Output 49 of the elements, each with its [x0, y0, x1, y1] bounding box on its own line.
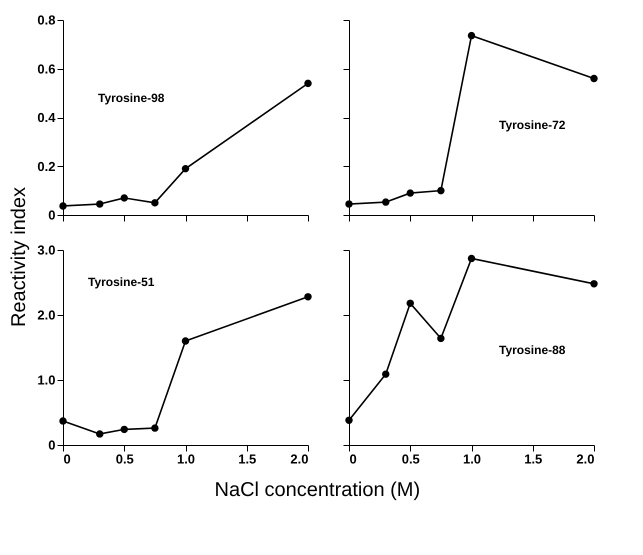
x-tick-label: 1.5	[238, 452, 256, 466]
point	[59, 417, 67, 425]
text: Tyrosine-88	[499, 343, 566, 357]
y-axis-title: Reactivity index	[8, 186, 30, 328]
y-tick-label: 0.8	[37, 12, 56, 28]
x-tick-label: 1.0	[462, 452, 482, 466]
y-tick-label: 0.6	[37, 61, 56, 76]
y-tick-label: 0.2	[37, 158, 56, 174]
x-tick-label: 2.0	[576, 452, 594, 466]
point	[182, 337, 190, 345]
point	[437, 334, 445, 342]
x-tick-label: 0	[64, 452, 71, 466]
y-tick-label: 0	[48, 438, 56, 452]
point	[468, 254, 476, 262]
y-tick-label: 3.0	[37, 242, 56, 258]
point	[304, 80, 312, 88]
y-tick-label: 0	[48, 208, 56, 222]
point	[406, 300, 414, 307]
point	[182, 164, 190, 172]
point	[590, 74, 598, 82]
x-axis-title: NaCl concentration (M)	[214, 479, 420, 501]
point	[96, 430, 104, 438]
point	[382, 370, 390, 378]
point	[345, 416, 353, 424]
x-tick-label: 1.5	[524, 452, 542, 466]
point	[151, 199, 159, 207]
y-tick-label: 1.0	[37, 372, 56, 388]
point	[437, 186, 445, 194]
x-tick-label: 0	[350, 452, 357, 466]
point	[120, 426, 128, 434]
text: Tyrosine-72	[499, 118, 566, 132]
text: Tyrosine-98	[98, 91, 165, 105]
x-tick-label: 1.0	[176, 452, 196, 466]
point	[304, 293, 312, 300]
y-tick-label: 2.0	[37, 308, 56, 322]
x-tick-label: 0.5	[402, 452, 420, 466]
point	[468, 32, 476, 40]
point	[151, 424, 159, 432]
point	[345, 200, 353, 208]
point	[96, 200, 104, 208]
text: Tyrosine-51	[88, 275, 155, 289]
point	[120, 194, 128, 202]
point	[382, 198, 390, 206]
x-tick-label: 0.5	[116, 452, 134, 466]
point	[406, 189, 414, 197]
x-tick-label: 2.0	[290, 452, 308, 466]
y-tick-label: 0.4	[37, 110, 56, 125]
point	[59, 202, 67, 210]
point	[590, 280, 598, 288]
